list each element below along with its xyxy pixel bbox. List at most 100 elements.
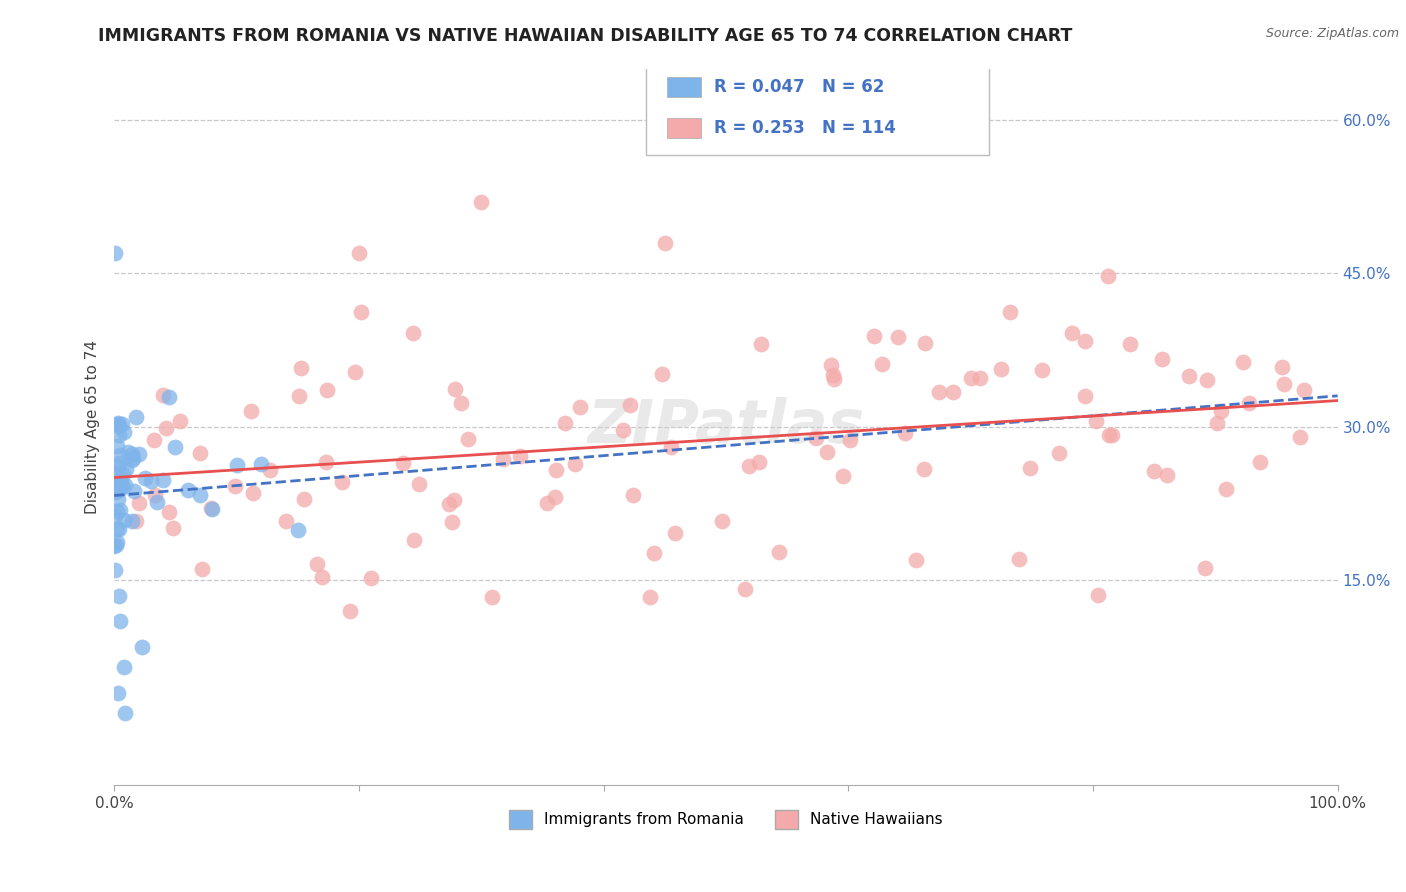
Point — [347, 245, 370, 260]
Point — [155, 421, 177, 435]
Point — [659, 440, 682, 454]
Point — [1205, 416, 1227, 430]
Legend: Immigrants from Romania, Native Hawaiians: Immigrants from Romania, Native Hawaiian… — [503, 804, 949, 835]
Point — [121, 447, 143, 461]
Point — [157, 390, 180, 404]
Point — [942, 385, 965, 400]
Point — [564, 457, 586, 471]
Point — [815, 445, 838, 459]
Point — [1087, 588, 1109, 602]
Point — [188, 488, 211, 502]
Point — [444, 382, 467, 396]
Point — [103, 539, 125, 553]
Point — [105, 504, 128, 518]
Text: IMMIGRANTS FROM ROMANIA VS NATIVE HAWAIIAN DISABILITY AGE 65 TO 74 CORRELATION C: IMMIGRANTS FROM ROMANIA VS NATIVE HAWAII… — [98, 27, 1073, 45]
Point — [288, 389, 311, 403]
Point — [1239, 395, 1261, 409]
Point — [640, 590, 662, 604]
Point — [360, 570, 382, 584]
Point — [287, 523, 309, 537]
Point — [105, 537, 128, 551]
Point — [104, 508, 127, 523]
Point — [108, 481, 131, 495]
Point — [104, 467, 127, 481]
Point — [125, 514, 148, 528]
Point — [402, 326, 425, 341]
Point — [105, 439, 128, 453]
Point — [107, 456, 129, 470]
Point — [108, 419, 131, 434]
Point — [115, 462, 138, 476]
Point — [1271, 359, 1294, 374]
Point — [651, 368, 673, 382]
Point — [443, 493, 465, 508]
Point — [104, 245, 127, 260]
Point — [259, 463, 281, 477]
Point — [536, 495, 558, 509]
Point — [350, 305, 373, 319]
Point — [111, 417, 134, 432]
Point — [734, 582, 756, 597]
Point — [820, 359, 842, 373]
Point — [823, 368, 845, 382]
Point — [738, 459, 761, 474]
Point — [823, 371, 845, 385]
Point — [1215, 482, 1237, 496]
Point — [108, 478, 131, 492]
Point — [188, 446, 211, 460]
Point — [152, 473, 174, 487]
Point — [339, 604, 361, 618]
Point — [1211, 404, 1233, 418]
Point — [157, 505, 180, 519]
Point — [131, 640, 153, 654]
Point — [107, 416, 129, 430]
Point — [108, 615, 131, 629]
Point — [330, 475, 353, 490]
Point — [305, 557, 328, 571]
Point — [104, 475, 127, 489]
Point — [544, 463, 567, 477]
Point — [1031, 363, 1053, 377]
FancyBboxPatch shape — [647, 65, 988, 154]
Point — [104, 482, 127, 496]
Point — [1097, 269, 1119, 284]
FancyBboxPatch shape — [668, 77, 702, 97]
Point — [128, 447, 150, 461]
Point — [912, 462, 935, 476]
Point — [621, 488, 644, 502]
Point — [1062, 326, 1084, 340]
Point — [619, 398, 641, 412]
Point — [110, 448, 132, 462]
Point — [224, 479, 246, 493]
Point — [311, 569, 333, 583]
Point — [108, 589, 131, 603]
Point — [1047, 446, 1070, 460]
Point — [239, 403, 262, 417]
Point — [457, 433, 479, 447]
Point — [969, 371, 991, 385]
Point — [169, 414, 191, 428]
Point — [112, 425, 135, 439]
Point — [146, 495, 169, 509]
Text: R = 0.047   N = 62: R = 0.047 N = 62 — [714, 78, 884, 96]
Point — [104, 563, 127, 577]
Point — [242, 485, 264, 500]
Point — [105, 523, 128, 537]
Point — [1150, 351, 1173, 366]
Point — [315, 455, 337, 469]
Point — [121, 451, 143, 466]
Point — [105, 484, 128, 499]
Y-axis label: Disability Age 65 to 74: Disability Age 65 to 74 — [86, 340, 100, 514]
Point — [114, 478, 136, 492]
Point — [1197, 373, 1219, 387]
Point — [664, 525, 686, 540]
Point — [122, 484, 145, 499]
Point — [1178, 368, 1201, 383]
Point — [107, 417, 129, 431]
Point — [1018, 461, 1040, 475]
Point — [1074, 389, 1097, 403]
Point — [1232, 355, 1254, 369]
Point — [276, 515, 298, 529]
Text: ZIPatlas: ZIPatlas — [588, 397, 865, 457]
Point — [1074, 334, 1097, 349]
